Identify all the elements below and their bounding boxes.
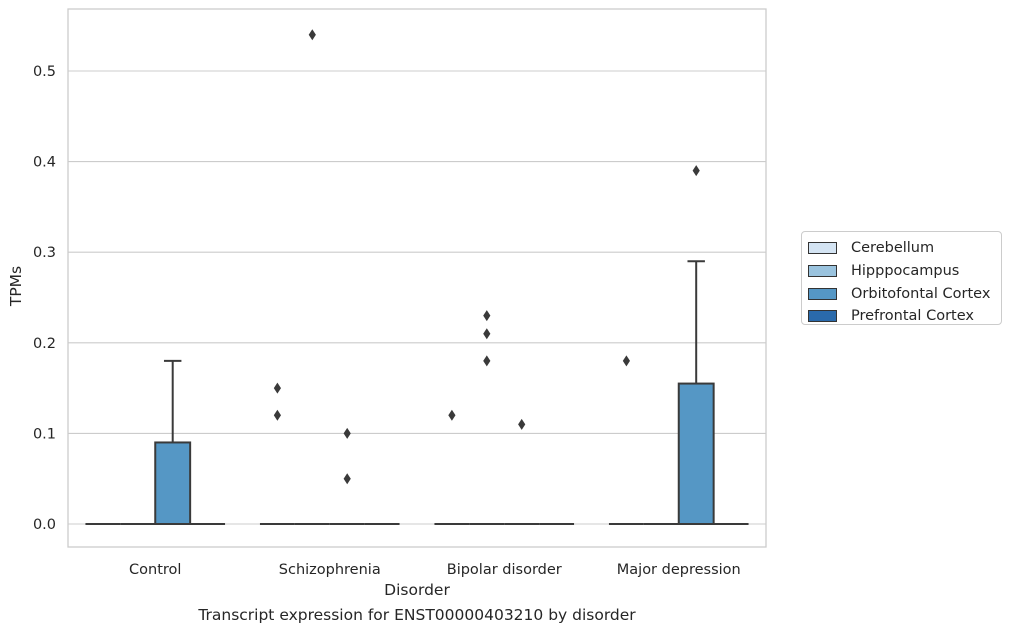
legend-item: Prefrontal Cortex (808, 305, 1001, 328)
x-tick-label: Major depression (617, 562, 741, 578)
outlier-point (483, 310, 491, 322)
y-axis-ticks: 0.0 0.1 0.2 0.3 0.4 0.5 (33, 64, 56, 533)
outlier-point (273, 382, 281, 394)
y-axis-label: TPMs (7, 266, 25, 307)
x-axis-label: Disorder (384, 581, 450, 599)
box-orbitofontal-cortex (504, 418, 540, 525)
legend-label: Cerebellum (851, 240, 935, 257)
box-orbitofontal-cortex (677, 165, 715, 525)
outlier-point (448, 409, 456, 421)
box-hipppocampus (294, 29, 330, 525)
outlier-point (622, 355, 630, 367)
legend-label: Prefrontal Cortex (851, 308, 974, 325)
legend-label: Orbitofontal Cortex (851, 285, 991, 302)
x-axis-ticks: Control Schizophrenia Bipolar disorder Majo… (129, 562, 741, 578)
box-body (677, 382, 715, 525)
legend-item: Hipppocampus (808, 260, 1001, 283)
legend-swatch (808, 265, 837, 278)
outlier-point (343, 473, 351, 485)
box-orbitofontal-cortex (154, 359, 192, 525)
plot-frame (67, 8, 767, 548)
box-series (85, 29, 749, 525)
outlier-point (692, 165, 700, 177)
legend-swatch (808, 310, 837, 323)
legend-item: Cerebellum (808, 237, 1001, 260)
y-tick-label: 0.1 (33, 426, 56, 442)
outlier-point (483, 355, 491, 367)
legend-swatch (808, 287, 837, 300)
outlier-point (308, 29, 316, 41)
outlier-point (273, 409, 281, 421)
outlier-point (343, 427, 351, 439)
chart-title: Transcript expression for ENST0000040321… (198, 606, 636, 624)
box-cerebellum (608, 355, 644, 525)
legend-item: Orbitofontal Cortex (808, 282, 1001, 305)
outlier-point (518, 418, 526, 430)
box-cerebellum (259, 382, 295, 525)
box-cerebellum (434, 409, 470, 525)
y-tick-label: 0.4 (33, 155, 56, 171)
legend: Cerebellum Hipppocampus Orbitofontal Corte… (801, 231, 1002, 325)
x-tick-label: Control (129, 562, 181, 578)
x-tick-label: Schizophrenia (279, 562, 381, 578)
y-tick-label: 0.0 (33, 517, 56, 533)
box-body (154, 441, 192, 525)
y-tick-label: 0.2 (33, 336, 56, 352)
outlier-point (483, 328, 491, 340)
legend-label: Hipppocampus (851, 263, 960, 280)
box-orbitofontal-cortex (329, 427, 365, 525)
box-hipppocampus (469, 310, 505, 525)
y-tick-label: 0.5 (33, 64, 56, 80)
y-tick-label: 0.3 (33, 245, 56, 261)
x-tick-label: Bipolar disorder (447, 562, 562, 578)
legend-swatch (808, 242, 837, 255)
